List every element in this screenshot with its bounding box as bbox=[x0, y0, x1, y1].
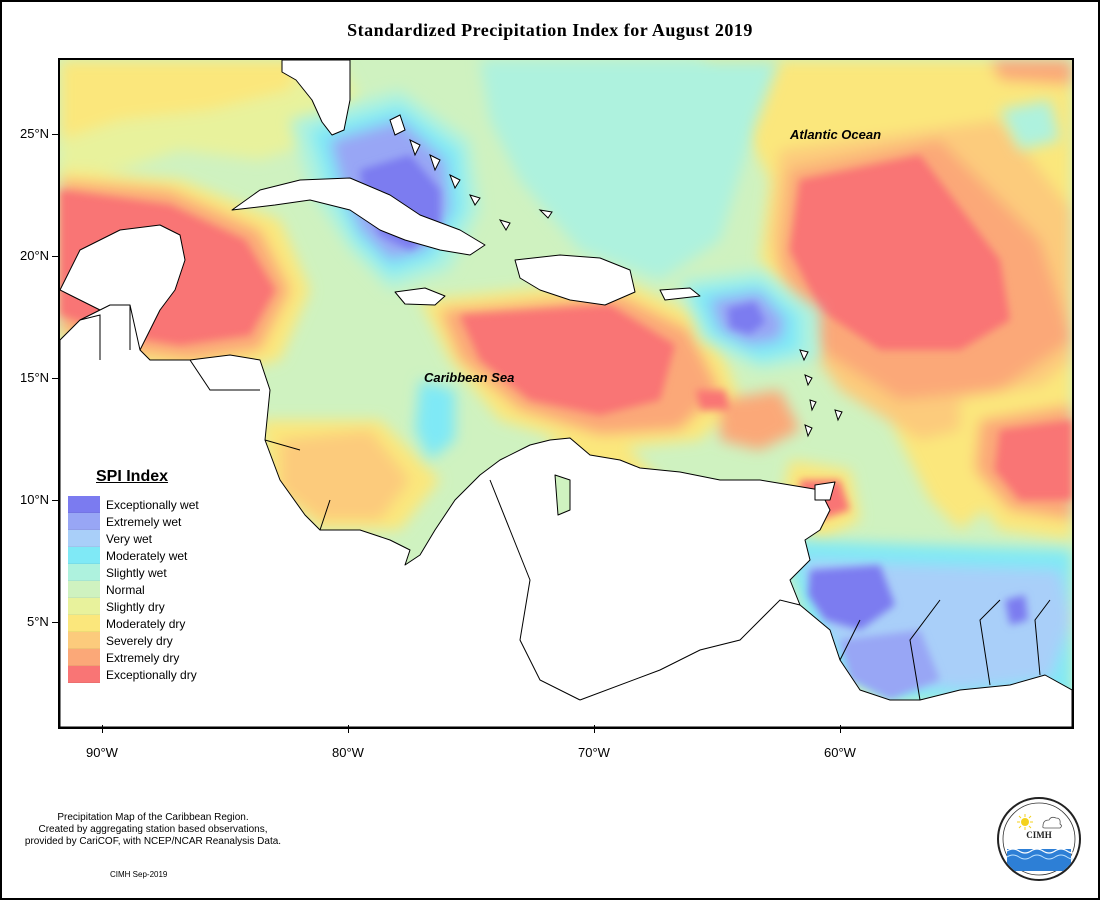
cimh-logo-abbr: CIMH bbox=[1026, 830, 1052, 840]
credit-text: CIMH Sep-2019 bbox=[110, 870, 168, 879]
map-title: Standardized Precipitation Index for Aug… bbox=[347, 20, 753, 40]
lat-label-15n: 15°N bbox=[20, 370, 50, 385]
legend-item: Slightly dry bbox=[68, 598, 199, 615]
legend-label: Slightly wet bbox=[106, 565, 167, 580]
lon-tick bbox=[594, 725, 595, 733]
legend-label: Exceptionally dry bbox=[106, 667, 197, 682]
legend-swatch bbox=[68, 513, 100, 530]
lat-tick bbox=[52, 134, 60, 135]
lat-tick bbox=[52, 500, 60, 501]
country-borders bbox=[79, 305, 1051, 701]
legend-item: Extremely dry bbox=[68, 649, 199, 666]
lat-tick bbox=[52, 622, 60, 623]
legend-item: Slightly wet bbox=[68, 564, 199, 581]
lon-label-60w: 60°W bbox=[824, 745, 856, 760]
lat-label-5n: 5°N bbox=[27, 614, 49, 629]
cimh-logo-graphic bbox=[1002, 802, 1079, 876]
legend-item: Normal bbox=[68, 581, 199, 598]
lon-tick bbox=[348, 725, 349, 733]
note-line-2: Created by aggregating station based obs… bbox=[38, 824, 268, 835]
lon-label-70w: 70°W bbox=[578, 745, 610, 760]
legend-label: Moderately dry bbox=[106, 616, 186, 631]
legend-item: Extremely wet bbox=[68, 513, 199, 530]
legend-swatch bbox=[68, 598, 100, 615]
legend-label: Very wet bbox=[106, 531, 153, 546]
spi-legend: SPI Index Exceptionally wet Extremely wet… bbox=[68, 468, 199, 683]
legend-swatch bbox=[68, 564, 100, 581]
legend-item: Exceptionally dry bbox=[68, 666, 199, 683]
legend-item: Moderately wet bbox=[68, 547, 199, 564]
lon-tick bbox=[840, 725, 841, 733]
legend-swatch bbox=[68, 496, 100, 513]
legend-label: Severely dry bbox=[106, 633, 173, 648]
spi-map-canvas bbox=[60, 60, 1072, 727]
legend-label: Moderately wet bbox=[106, 548, 188, 563]
legend-swatch bbox=[68, 615, 100, 632]
legend-swatch bbox=[68, 581, 100, 598]
atlantic-ocean-label: Atlantic Ocean bbox=[790, 127, 882, 142]
lon-label-80w: 80°W bbox=[332, 745, 364, 760]
land-masses bbox=[60, 60, 1072, 727]
lat-tick bbox=[52, 378, 60, 379]
legend-label: Exceptionally wet bbox=[106, 497, 199, 512]
legend-item: Moderately dry bbox=[68, 615, 199, 632]
legend-swatch bbox=[68, 632, 100, 649]
cloud-icon bbox=[1042, 816, 1062, 829]
legend-swatch bbox=[68, 666, 100, 683]
note-line-1: Precipitation Map of the Caribbean Regio… bbox=[57, 812, 249, 823]
note-line-3: provided by CariCOF, with NCEP/NCAR Rean… bbox=[24, 836, 282, 847]
legend-title: SPI Index bbox=[96, 468, 169, 485]
cimh-logo: CIMH bbox=[997, 797, 1081, 881]
legend-item: Severely dry bbox=[68, 632, 199, 649]
lat-label-20n: 20°N bbox=[20, 248, 50, 263]
legend-label: Slightly dry bbox=[106, 599, 165, 614]
wave-icon bbox=[1006, 848, 1079, 871]
small-islands bbox=[389, 114, 843, 438]
legend-label: Normal bbox=[106, 582, 145, 597]
legend-label: Extremely wet bbox=[106, 514, 182, 529]
caribbean-sea-label: Caribbean Sea bbox=[424, 370, 515, 385]
legend-item: Exceptionally wet bbox=[68, 496, 199, 513]
legend-swatch bbox=[68, 649, 100, 666]
legend-swatch bbox=[68, 530, 100, 547]
sun-icon bbox=[1017, 814, 1033, 830]
lat-label-25n: 25°N bbox=[20, 126, 50, 141]
lat-tick bbox=[52, 256, 60, 257]
lon-label-90w: 90°W bbox=[86, 745, 118, 760]
legend-items: Exceptionally wet Extremely wet Very wet Mo… bbox=[68, 496, 199, 683]
spi-map bbox=[58, 58, 1074, 729]
legend-swatch bbox=[68, 547, 100, 564]
legend-item: Very wet bbox=[68, 530, 199, 547]
lat-label-10n: 10°N bbox=[20, 492, 50, 507]
legend-label: Extremely dry bbox=[106, 650, 180, 665]
map-notes: Precipitation Map of the Caribbean Regio… bbox=[10, 812, 296, 848]
lon-tick bbox=[102, 725, 103, 733]
